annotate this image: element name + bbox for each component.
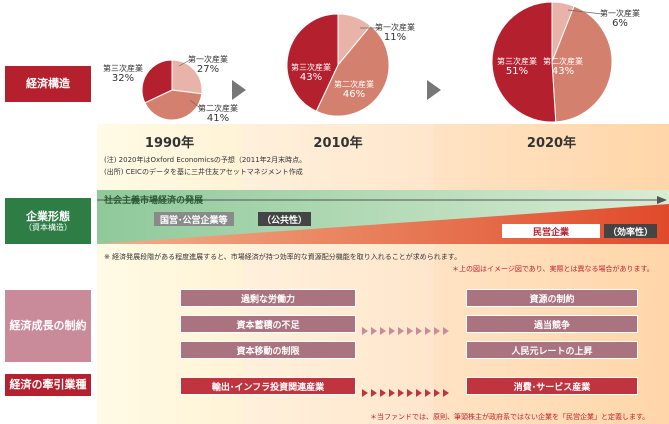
private-sector-label: 民営企業 (502, 224, 600, 238)
pie-2010-label-primary: 第一次産業 11% (375, 23, 415, 44)
year-1990: 1990年 (144, 136, 195, 151)
note-forecast: (注) 2020年はOxford Economicsの予想（2011年2月末時点… (104, 156, 307, 164)
year-2010: 2010年 (313, 136, 363, 151)
category-enterprise-form: 企業形態 （資本構造） (5, 198, 91, 244)
pie-slice-2 (551, 5, 613, 123)
pie-2010 (286, 13, 390, 117)
pie-2020 (491, 1, 613, 123)
market-economy-label: 社会主義市場経済の発展 (104, 196, 204, 206)
public-sector-label: 国営･公営企業等 (154, 212, 234, 226)
pie-1990 (141, 59, 203, 121)
era-band-1990 (97, 124, 242, 424)
pie-2020-label-tertiary: 第三次産業 51% (497, 57, 537, 78)
pie-2020-label-primary: 第一次産業 6% (600, 9, 640, 30)
industry-right: 消費･サービス産業 (466, 377, 638, 395)
pie-slice-2 (144, 89, 203, 121)
chevron-arrows-icon (362, 382, 452, 401)
pie-slice-3 (286, 13, 339, 112)
year-2020: 2020年 (526, 136, 577, 151)
constraint-left-2: 資本蓄積の不足 (180, 315, 356, 333)
pie-1990-label-tertiary: 第三次産業 32% (103, 64, 143, 85)
constraint-right-2: 過当競争 (466, 315, 638, 333)
public-sector-tag: （公共性） (258, 212, 312, 226)
pie-1990-label-primary: 第一次産業 27% (188, 55, 228, 76)
pie-leader-lines (178, 9, 603, 109)
footnote-bottom: ＊当ファンドでは、原則、筆頭株主が政府系ではない企業を「民営企業」と定義します。 (370, 413, 650, 421)
footnote-image: ＊上の図はイメージ図であり、実際とは異なる場合があります。 (452, 265, 654, 273)
pie-slice-1 (171, 59, 203, 95)
pie-slice-3 (491, 1, 557, 123)
category-economic-structure: 経済構造 (5, 66, 91, 102)
industry-left: 輸出･インフラ投資関連産業 (180, 377, 356, 395)
constraint-right-1: 資源の制約 (466, 289, 638, 307)
pie-2010-label-secondary: 第二次産業 46% (334, 80, 374, 101)
note-source: (出所) CEICのデータを基に三井住友アセットマネジメント作成 (104, 168, 303, 176)
category-driving-industry: 経済の牽引業種 (5, 374, 91, 396)
pie-charts (141, 1, 613, 123)
pie-2020-label-secondary: 第二次産業 43% (543, 57, 583, 78)
era-band-2010 (242, 124, 434, 424)
pie-2010-label-tertiary: 第三次産業 43% (291, 63, 331, 84)
pie-1990-label-secondary: 第二次産業 41% (198, 104, 238, 125)
pie-slice-3 (141, 59, 173, 104)
pie-slice-2 (315, 24, 390, 117)
constraint-right-3: 人民元レートの上昇 (466, 341, 638, 359)
category-growth-constraints: 経済成長の制約 (5, 290, 91, 362)
arrow-right-icon (232, 80, 246, 100)
chevron-arrows-icon (362, 320, 452, 339)
constraint-left-3: 資本移動の制限 (180, 341, 356, 359)
arrow-right-icon (427, 80, 441, 100)
era-band-2020 (434, 124, 669, 424)
footnote-main: ※ 経済発展段階がある程度進展すると、市場経済が持つ効率的な資源配分機能を取り入… (104, 253, 462, 261)
constraint-left-1: 過剰な労働力 (180, 289, 356, 307)
private-sector-tag: （効率性） (604, 224, 658, 238)
